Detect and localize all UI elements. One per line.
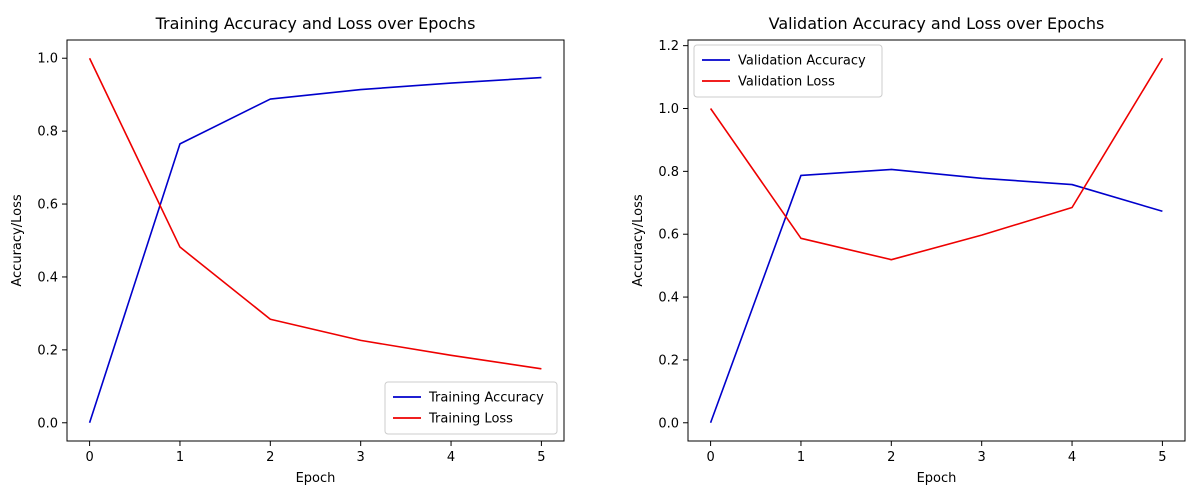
legend-entry: Validation Accuracy <box>738 54 866 69</box>
y-tick-label: 0.2 <box>658 353 679 368</box>
y-tick-label: 1.2 <box>658 39 679 54</box>
x-tick-label: 1 <box>797 450 805 465</box>
y-tick-label: 1.0 <box>37 52 58 67</box>
chart-title: Training Accuracy and Loss over Epochs <box>155 14 476 33</box>
x-tick-label: 0 <box>706 450 714 465</box>
x-axis-label: Epoch <box>296 471 336 486</box>
y-tick-label: 0.4 <box>37 270 58 285</box>
y-tick-label: 0.6 <box>37 198 58 213</box>
y-tick-label: 0.8 <box>658 165 679 180</box>
y-axis-label: Accuracy/Loss <box>631 194 646 286</box>
chart-title: Validation Accuracy and Loss over Epochs <box>769 14 1105 33</box>
x-tick-label: 4 <box>1068 450 1076 465</box>
x-tick-label: 0 <box>85 450 93 465</box>
y-tick-label: 0.8 <box>37 125 58 140</box>
y-tick-label: 0.0 <box>658 416 679 431</box>
x-tick-label: 2 <box>887 450 895 465</box>
x-tick-label: 5 <box>1158 450 1166 465</box>
legend-entry: Validation Loss <box>738 75 835 90</box>
legend-entry: Training Accuracy <box>428 391 544 406</box>
legend: Validation Accuracy Validation Loss <box>694 45 882 97</box>
x-tick-label: 1 <box>176 450 184 465</box>
x-axis-label: Epoch <box>917 471 957 486</box>
legend: Training Accuracy Training Loss <box>385 382 557 434</box>
x-tick-label: 3 <box>357 450 365 465</box>
y-tick-label: 0.2 <box>37 343 58 358</box>
y-tick-label: 0.6 <box>658 228 679 243</box>
y-axis-label: Accuracy/Loss <box>10 194 25 286</box>
x-tick-label: 4 <box>447 450 455 465</box>
y-tick-label: 1.0 <box>658 102 679 117</box>
x-tick-label: 2 <box>266 450 274 465</box>
y-tick-label: 0.0 <box>37 416 58 431</box>
x-tick-label: 3 <box>978 450 986 465</box>
legend-entry: Training Loss <box>428 412 513 427</box>
y-tick-label: 0.4 <box>658 291 679 306</box>
x-tick-label: 5 <box>537 450 545 465</box>
